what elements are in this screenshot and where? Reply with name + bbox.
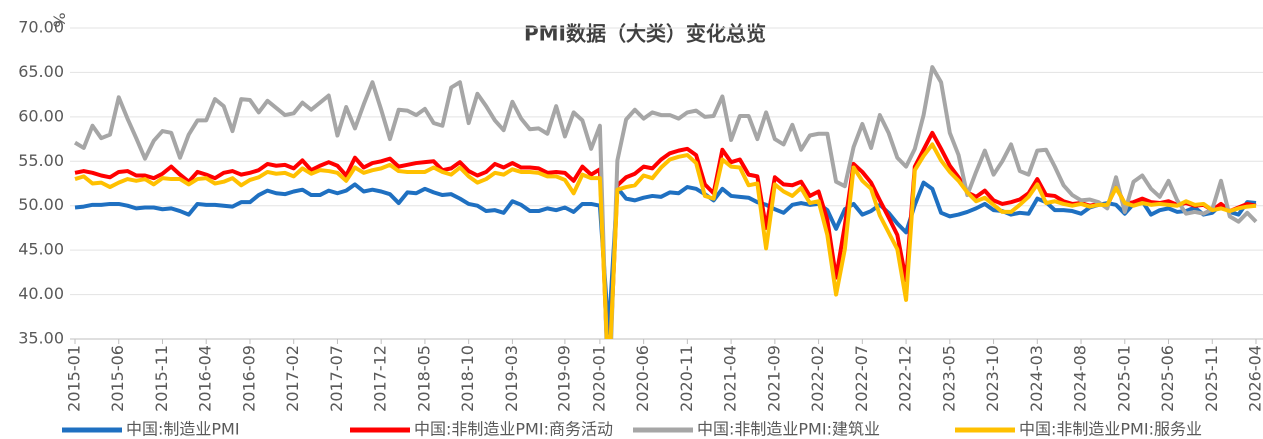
x-tick-label: 2019-09 <box>554 345 573 412</box>
plot-area <box>73 65 1258 339</box>
y-tick-label: 55.00 <box>18 151 64 170</box>
x-tick-label: 2025-11 <box>1202 345 1221 412</box>
y-tick-label: 60.00 <box>18 106 64 125</box>
y-tick-label: 40.00 <box>18 284 64 303</box>
y-tick-label: 65.00 <box>18 62 64 81</box>
x-tick-label: 2016-04 <box>196 345 215 412</box>
y-tick-label: 70.00 <box>18 18 64 37</box>
x-tick-label: 2017-07 <box>327 345 346 412</box>
x-tick-label: 2021-04 <box>721 345 740 412</box>
x-tick-label: 2023-05 <box>939 345 958 412</box>
x-tick-label: 2022-02 <box>808 345 827 412</box>
legend-label: 中国:制造业PMI <box>126 420 240 439</box>
x-tick-label: 2018-10 <box>458 345 477 412</box>
series-line <box>74 130 1257 339</box>
x-tick-label: 2015-11 <box>152 345 171 412</box>
x-tick-label: 2019-03 <box>502 345 521 412</box>
x-tick-label: 2026-04 <box>1246 345 1263 412</box>
x-tick-label: 2016-09 <box>239 345 258 412</box>
x-tick-label: 2024-08 <box>1071 345 1090 412</box>
x-tick-label: 2023-10 <box>983 345 1002 412</box>
series-line <box>74 142 1257 339</box>
series-line <box>73 65 1258 339</box>
y-tick-label: 35.00 <box>18 329 64 348</box>
x-tick-label: 2020-06 <box>633 345 652 412</box>
x-tick-label: 2021-09 <box>764 345 783 412</box>
x-tick-label: 2025-01 <box>1114 345 1133 412</box>
x-tick-label: 2017-02 <box>283 345 302 412</box>
x-tick-label: 2017-12 <box>371 345 390 412</box>
legend-label: 中国:非制造业PMI:服务业 <box>1019 420 1202 439</box>
y-tick-label: 50.00 <box>18 195 64 214</box>
y-tick-label: 45.00 <box>18 240 64 259</box>
series-line <box>74 180 1257 335</box>
x-tick-label: 2015-01 <box>65 345 84 412</box>
legend-label: 中国:非制造业PMI:商务活动 <box>414 420 613 439</box>
x-tick-label: 2015-06 <box>108 345 127 412</box>
y-axis-label: % <box>50 12 69 27</box>
chart-title: PMI数据（大类）变化总览 <box>524 22 766 46</box>
x-tick-label: 2020-01 <box>589 345 608 412</box>
legend-label: 中国:非制造业PMI:建筑业 <box>697 420 880 439</box>
x-tick-label: 2025-06 <box>1158 345 1177 412</box>
x-tick-label: 2024-03 <box>1027 345 1046 412</box>
x-tick-label: 2020-11 <box>677 345 696 412</box>
x-tick-label: 2018-05 <box>414 345 433 412</box>
x-tick-label: 2022-07 <box>852 345 871 412</box>
x-tick-label: 2022-12 <box>896 345 915 412</box>
